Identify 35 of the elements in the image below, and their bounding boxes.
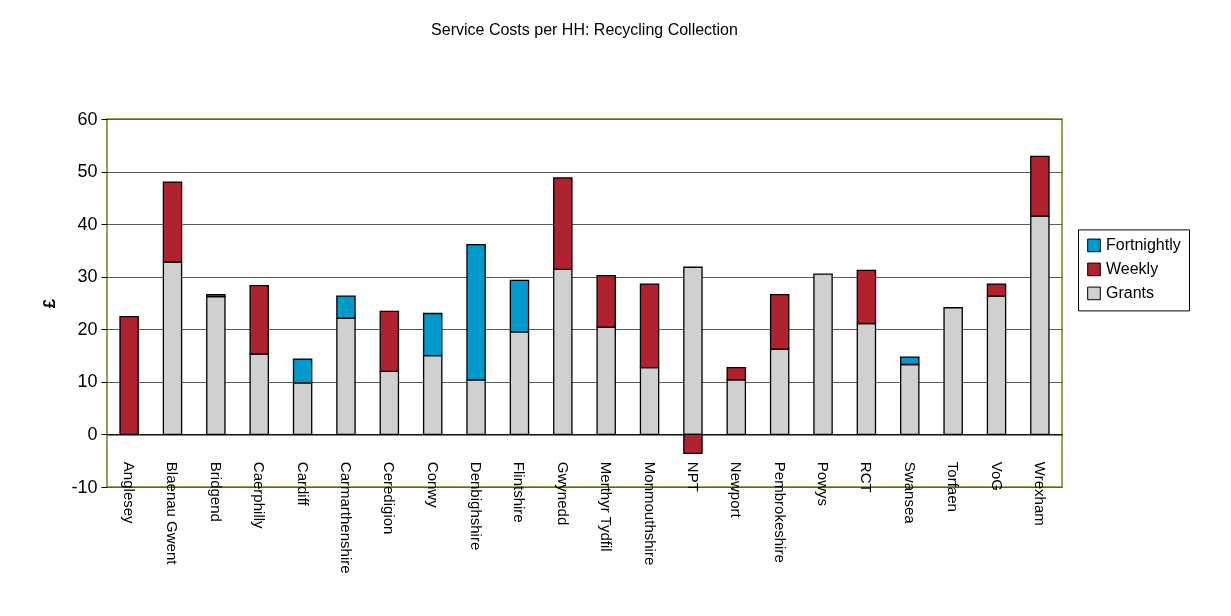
y-tick-label: 20 <box>77 318 98 339</box>
y-tick-label: 50 <box>77 161 98 182</box>
x-tick-label: Carmarthenshire <box>337 461 355 574</box>
y-tick-label: 30 <box>77 266 98 287</box>
x-tick-label: Newport <box>728 461 746 519</box>
x-tick-label: Monmouthshire <box>641 461 659 566</box>
x-tick-label: Denbighshire <box>468 461 486 551</box>
y-tick-label: -10 <box>71 476 98 497</box>
y-tick-label: 60 <box>77 108 98 129</box>
x-tick-label: Powys <box>815 461 833 507</box>
x-tick-label: RCT <box>858 461 876 493</box>
x-tick-label: Bridgend <box>207 461 225 522</box>
x-tick-label: Blaenau Gwent <box>164 461 182 566</box>
legend-label: Fortnightly <box>1106 236 1181 254</box>
x-tick-label: Ceredigion <box>381 461 399 535</box>
y-tick-label: 0 <box>87 423 98 444</box>
x-tick-label: Gwynedd <box>554 461 572 526</box>
x-tick-label: Wrexham <box>1031 461 1049 526</box>
chart-title: Service Costs per HH: Recycling Collection <box>431 21 738 38</box>
x-tick-label: VoG <box>988 461 1006 492</box>
x-tick-label: Pembrokeshire <box>771 461 789 563</box>
x-tick-label: Merthyr Tydfil <box>598 461 616 552</box>
x-tick-label: Torfaen <box>945 461 963 512</box>
x-tick-label: Swansea <box>901 461 919 525</box>
x-tick-label: NPT <box>684 461 702 492</box>
x-tick-label: Conwy <box>424 461 442 509</box>
x-tick-label: Flintshire <box>511 461 529 523</box>
y-axis-title: £ <box>40 298 60 309</box>
x-tick-label: Caerphilly <box>251 461 269 530</box>
y-tick-label: 40 <box>77 213 98 234</box>
legend-label: Weekly <box>1106 260 1159 278</box>
y-tick-label: 10 <box>77 371 98 392</box>
legend-label: Grants <box>1106 284 1155 302</box>
x-tick-label: Cardiff <box>294 461 312 507</box>
x-tick-label: Anglesey <box>121 461 139 525</box>
